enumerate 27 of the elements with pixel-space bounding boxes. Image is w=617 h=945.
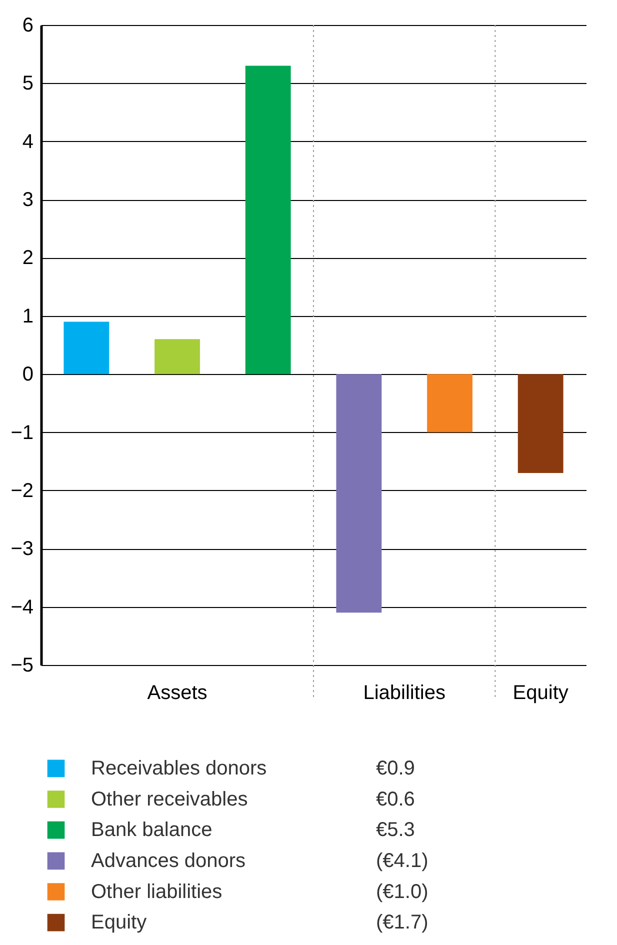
- text: €5.3: [376, 819, 415, 842]
- legend-label: Other liabilities: [91, 880, 222, 903]
- text: Liabilities: [363, 682, 446, 704]
- y-tick-label: 4: [22, 130, 34, 153]
- legend-label: Bank balance: [91, 819, 212, 842]
- text: Equity: [512, 682, 568, 704]
- y-tick-label: 6: [22, 14, 34, 36]
- text: €0.9: [376, 757, 415, 780]
- y-tick-label: −5: [10, 654, 34, 676]
- y-tick-label: 1: [22, 305, 34, 328]
- y-tick-label: 3: [22, 189, 34, 212]
- y-tick-label: −1: [10, 422, 34, 444]
- legend-label: Equity: [91, 912, 147, 934]
- y-tick-label: −4: [10, 596, 34, 618]
- legend-label: Receivables donors: [91, 757, 267, 780]
- y-tick-label: 5: [22, 72, 34, 95]
- y-tick-label: −3: [10, 538, 34, 560]
- legend-label: Other receivables: [91, 788, 248, 810]
- y-tick-label: 0: [22, 364, 34, 386]
- text: (€1.7): [376, 912, 428, 934]
- text: (€4.1): [376, 850, 428, 872]
- text: €0.6: [376, 788, 415, 810]
- y-tick-label: −2: [10, 480, 34, 502]
- text: Assets: [147, 682, 208, 704]
- legend-label: Advances donors: [91, 850, 246, 872]
- y-tick-label: 2: [22, 247, 34, 270]
- text: (€1.0): [376, 880, 428, 903]
